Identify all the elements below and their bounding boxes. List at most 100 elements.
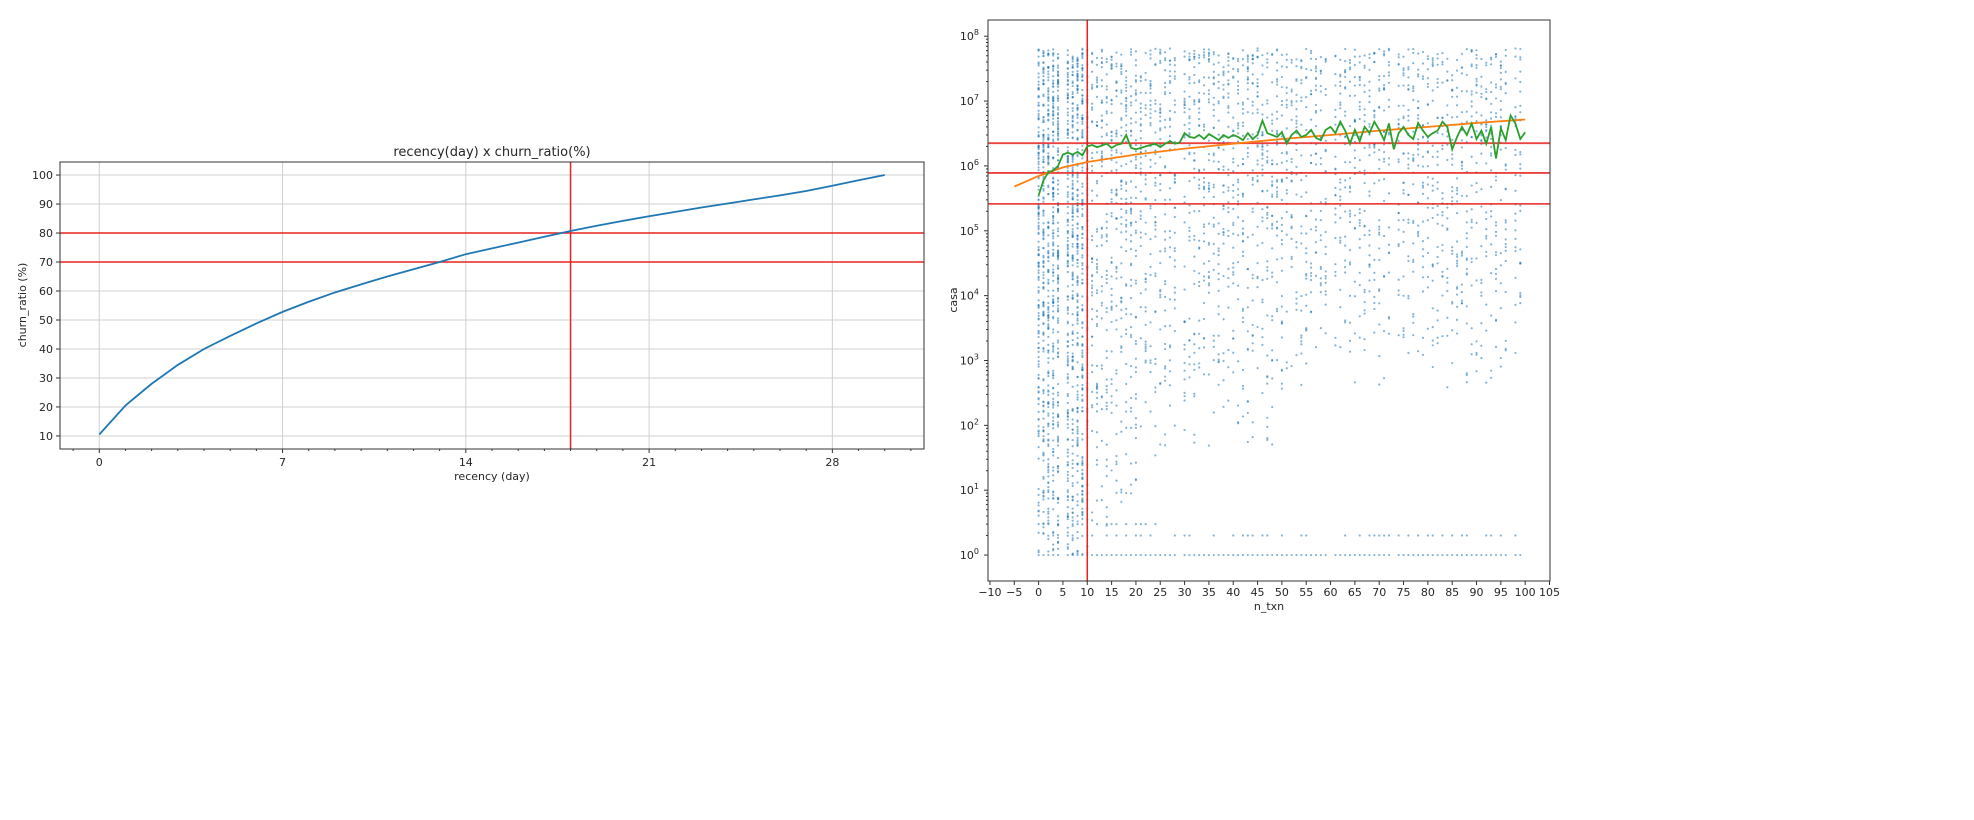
scatter-point (1134, 417, 1138, 420)
scatter-point (1125, 284, 1128, 287)
scatter-point (1052, 315, 1055, 318)
scatter-point (1173, 286, 1176, 289)
scatter-point (1295, 58, 1298, 61)
scatter-point (1183, 123, 1186, 127)
scatter-point (1348, 186, 1352, 190)
scatter-point (1173, 64, 1176, 67)
scatter-point (1047, 70, 1050, 73)
scatter-point (1120, 208, 1123, 211)
scatter-point (1076, 396, 1079, 399)
scatter-point (1241, 107, 1245, 111)
scatter-point (1110, 130, 1113, 133)
scatter-point (1295, 119, 1298, 122)
scatter-point (1091, 335, 1094, 338)
scatter-point (1066, 309, 1069, 312)
scatter-point (1193, 553, 1196, 557)
scatter-point (1504, 221, 1507, 224)
scatter-point (1207, 139, 1211, 142)
scatter-point (1154, 162, 1157, 165)
scatter-point (1056, 435, 1060, 438)
x-tick-label: 0 (1035, 586, 1042, 599)
scatter-point (1105, 307, 1108, 310)
scatter-point (1480, 344, 1483, 347)
scatter-point (1066, 505, 1069, 509)
scatter-point (1436, 116, 1439, 119)
scatter-point (1076, 114, 1079, 117)
scatter-point (1149, 82, 1152, 85)
scatter-point (1056, 347, 1060, 350)
scatter-point (1421, 336, 1425, 339)
scatter-point (1319, 282, 1322, 285)
scatter-point (1066, 67, 1069, 70)
scatter-point (1475, 66, 1478, 69)
scatter-point (1324, 553, 1327, 557)
scatter-point (1280, 294, 1283, 298)
series-line-churn_ratio (98, 174, 885, 436)
scatter-point (1295, 126, 1298, 129)
scatter-point (1056, 183, 1060, 186)
scatter-point (1052, 90, 1055, 93)
scatter-point (1037, 227, 1040, 231)
scatter-point (1100, 66, 1103, 69)
scatter-point (1241, 239, 1245, 242)
scatter-point (1358, 246, 1361, 249)
scatter-point (1514, 212, 1517, 215)
scatter-point (1047, 462, 1050, 466)
scatter-point (1514, 276, 1517, 279)
scatter-point (1095, 324, 1099, 328)
scatter-point (1275, 140, 1279, 143)
scatter-point (1134, 370, 1138, 374)
scatter-point (1164, 51, 1167, 54)
scatter-point (1485, 255, 1488, 258)
scatter-point (1275, 133, 1279, 136)
scatter-point (1095, 289, 1099, 292)
scatter-point (1441, 214, 1444, 217)
scatter-point (1198, 187, 1201, 190)
scatter-point (1480, 188, 1483, 191)
scatter-point (1066, 295, 1069, 298)
scatter-point (1314, 553, 1318, 557)
scatter-point (1056, 415, 1060, 418)
scatter-point (1363, 291, 1366, 294)
scatter-point (1047, 152, 1050, 155)
scatter-point (1212, 268, 1215, 271)
scatter-point (1261, 132, 1264, 135)
scatter-point (1081, 365, 1084, 368)
scatter-point (1451, 79, 1454, 82)
scatter-point (1110, 67, 1113, 70)
scatter-point (1217, 54, 1220, 57)
scatter-point (1125, 89, 1128, 92)
scatter-point (1115, 491, 1118, 494)
scatter-point (1120, 335, 1123, 338)
scatter-point (1115, 168, 1118, 172)
scatter-point (1052, 52, 1055, 56)
scatter-point (1378, 158, 1381, 161)
scatter-point (1334, 186, 1337, 189)
scatter-point (1047, 374, 1050, 378)
scatter-point (1081, 462, 1084, 465)
scatter-point (1421, 353, 1425, 356)
scatter-point (1237, 188, 1240, 191)
scatter-point (1193, 234, 1196, 238)
scatter-point (1363, 300, 1366, 304)
scatter-point (1071, 206, 1074, 209)
scatter-point (1110, 138, 1113, 141)
scatter-point (1066, 473, 1069, 476)
scatter-point (1237, 193, 1240, 196)
scatter-point (1105, 132, 1108, 135)
scatter-point (1125, 181, 1128, 184)
scatter-point (1339, 80, 1342, 83)
scatter-point (1451, 190, 1454, 193)
scatter-point (1052, 81, 1055, 85)
scatter-point (1125, 225, 1128, 228)
scatter-point (1076, 207, 1079, 210)
scatter-point (1076, 520, 1079, 523)
scatter-point (1042, 489, 1045, 492)
scatter-point (1066, 531, 1069, 534)
scatter-point (1056, 230, 1060, 233)
scatter-point (1207, 159, 1211, 162)
x-tick-label: 50 (1275, 586, 1289, 599)
scatter-point (1042, 70, 1045, 73)
scatter-point (1168, 118, 1172, 122)
scatter-point (1066, 262, 1069, 265)
